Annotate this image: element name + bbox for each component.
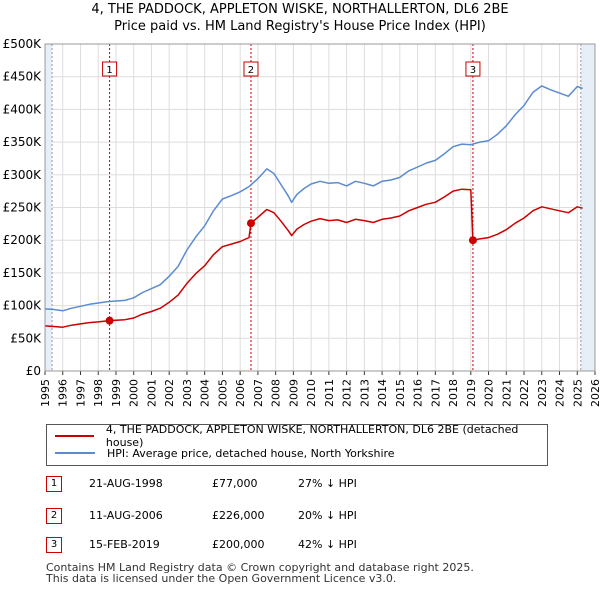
shaded-period <box>45 44 53 371</box>
sale-date: 21-AUG-1998 <box>89 477 163 490</box>
chart-title-line2: Price paid vs. HM Land Registry's House … <box>114 19 486 34</box>
legend-label-price-paid: 4, THE PADDOCK, APPLETON WISKE, NORTHALL… <box>105 423 519 449</box>
x-tick-label: 2014 <box>376 379 389 407</box>
sale-number-badge: 3 <box>46 537 62 553</box>
x-tick-label: 2012 <box>341 379 354 407</box>
hpi-series-line <box>44 85 583 312</box>
x-tick-label: 2024 <box>554 379 567 407</box>
x-tick-label: 2005 <box>216 379 229 407</box>
y-tick-label: £300K <box>3 168 43 182</box>
footer-copyright: Contains HM Land Registry data © Crown c… <box>46 561 474 574</box>
sale-row: 1 21-AUG-1998 £77,000 27% ↓ HPI <box>46 476 566 494</box>
x-tick-label: 2009 <box>287 379 300 407</box>
x-tick-label: 2002 <box>163 379 176 407</box>
sale-row: 3 15-FEB-2019 £200,000 42% ↓ HPI <box>46 537 566 555</box>
y-tick-label: £100K <box>3 299 43 313</box>
x-tick-label: 2019 <box>465 379 478 407</box>
legend-swatch-price-paid <box>55 435 94 437</box>
sale-marker-badge <box>465 61 481 77</box>
x-tick-label: 2013 <box>358 379 371 407</box>
price-chart: 1995 1996 1997 1998 1999 2000 2001 2002 2003 2004… <box>3 37 600 407</box>
y-tick-label: £0 <box>26 364 41 378</box>
y-tick-label: £500K <box>3 37 43 51</box>
x-tick-label: 1997 <box>74 379 87 407</box>
sale-price: £200,000 <box>212 538 265 551</box>
x-tick-label: 2007 <box>252 379 265 407</box>
sale-marker-badge <box>102 61 118 77</box>
sale-marker-label: 3 <box>470 65 476 76</box>
sale-price: £77,000 <box>212 477 258 490</box>
x-tick-label: 2026 <box>589 379 600 407</box>
sale-hpi-comparison: 27% ↓ HPI <box>298 477 357 490</box>
x-tick-label: 2016 <box>412 379 425 407</box>
x-tick-label: 1999 <box>110 379 123 407</box>
x-tick-label: 2010 <box>305 379 318 407</box>
price-paid-series-line <box>44 188 583 328</box>
sale-date: 15-FEB-2019 <box>89 538 160 551</box>
sale-marker-label: 2 <box>248 65 254 76</box>
x-tick-label: 2006 <box>234 379 247 407</box>
x-tick-label: 2021 <box>500 379 513 407</box>
sale-row: 2 11-AUG-2006 £226,000 20% ↓ HPI <box>46 508 566 526</box>
footer-licence: This data is licensed under the Open Gov… <box>46 572 397 585</box>
x-tick-label: 1995 <box>39 379 52 407</box>
y-tick-label: £150K <box>3 266 43 280</box>
x-tick-label: 2025 <box>571 379 584 407</box>
y-tick-label: £250K <box>3 201 43 215</box>
plot-border <box>44 43 596 372</box>
sale-hpi-comparison: 42% ↓ HPI <box>298 538 357 551</box>
sale-price: £226,000 <box>212 509 265 522</box>
sale-point <box>246 219 255 228</box>
chart-title-line1: 4, THE PADDOCK, APPLETON WISKE, NORTHALL… <box>91 2 509 17</box>
sale-number-badge: 1 <box>46 476 62 492</box>
x-tick-label: 1998 <box>92 379 105 407</box>
sale-hpi-comparison: 20% ↓ HPI <box>298 509 357 522</box>
x-tick-label: 2018 <box>447 379 460 407</box>
legend-item-price-paid: 4, THE PADDOCK, APPLETON WISKE, NORTHALL… <box>55 423 547 449</box>
sale-marker-badge <box>243 61 259 77</box>
x-tick-label: 2003 <box>181 379 194 407</box>
sale-point <box>468 236 477 245</box>
legend-item-hpi: HPI: Average price, detached house, Nort… <box>55 445 395 461</box>
shaded-period <box>580 44 595 371</box>
x-tick-label: 2011 <box>323 379 336 407</box>
x-tick-label: 2023 <box>536 379 549 407</box>
x-tick-label: 2004 <box>199 379 212 407</box>
x-tick-label: 2015 <box>394 379 407 407</box>
y-tick-label: £450K <box>3 70 43 84</box>
sale-number-badge: 2 <box>46 508 62 524</box>
x-tick-label: 1996 <box>57 379 70 407</box>
sale-marker-label: 1 <box>106 65 112 76</box>
x-tick-label: 2000 <box>128 379 141 407</box>
x-tick-label: 2008 <box>270 379 283 407</box>
x-tick-label: 2022 <box>518 379 531 407</box>
y-tick-label: £50K <box>10 331 42 345</box>
sale-date: 11-AUG-2006 <box>89 509 163 522</box>
y-tick-label: £200K <box>3 233 43 247</box>
x-tick-label: 2001 <box>145 379 158 407</box>
y-tick-label: £350K <box>3 135 43 149</box>
x-tick-label: 2020 <box>483 379 496 407</box>
legend-swatch-hpi <box>55 452 95 454</box>
chart-legend: 4, THE PADDOCK, APPLETON WISKE, NORTHALL… <box>46 423 548 466</box>
legend-label-hpi: HPI: Average price, detached house, Nort… <box>107 446 395 460</box>
x-tick-label: 2017 <box>429 379 442 407</box>
sale-point <box>105 316 114 325</box>
y-tick-label: £400K <box>3 102 43 116</box>
